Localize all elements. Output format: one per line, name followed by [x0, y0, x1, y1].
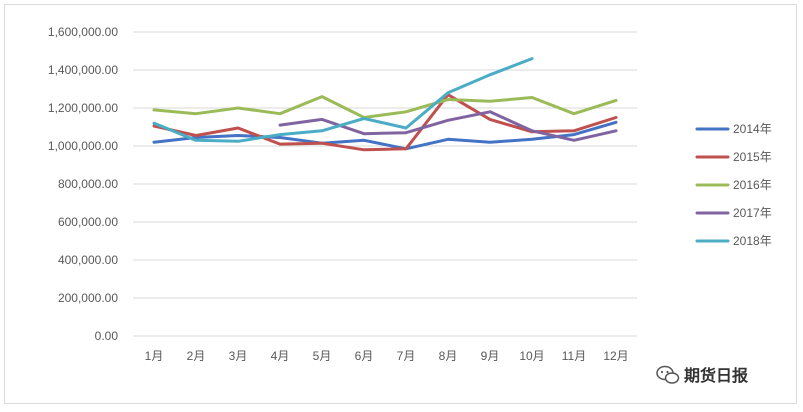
- y-tick-label: 0.00: [95, 329, 119, 343]
- legend: 2014年 2015年 2016年 2017年 2018年: [695, 122, 772, 248]
- x-tick-label: 10月: [519, 349, 544, 363]
- x-axis-ticks: 1月 2月 3月 4月 5月 6月 7月 8月 9月 10月 11月 12月: [145, 349, 629, 363]
- series-line: [278, 110, 618, 142]
- series-line: [152, 57, 534, 143]
- x-tick-label: 7月: [397, 349, 416, 363]
- y-tick-label: 1,400,000.00: [48, 63, 118, 77]
- watermark: 期货日报: [656, 365, 748, 385]
- x-tick-label: 6月: [355, 349, 374, 363]
- series-line: [152, 120, 618, 151]
- x-tick-label: 8月: [439, 349, 458, 363]
- wechat-icon: [656, 365, 680, 384]
- legend-label: 2014年: [733, 122, 772, 136]
- y-tick-label: 600,000.00: [58, 215, 118, 229]
- y-tick-label: 1,200,000.00: [48, 101, 118, 115]
- x-tick-label: 11月: [562, 349, 586, 363]
- x-tick-label: 12月: [603, 349, 628, 363]
- watermark-text: 期货日报: [684, 366, 748, 385]
- series-line: [152, 95, 618, 119]
- x-tick-label: 3月: [229, 349, 248, 363]
- legend-label: 2016年: [733, 178, 772, 192]
- x-tick-label: 5月: [313, 349, 332, 363]
- gridlines: [133, 31, 637, 337]
- legend-label: 2018年: [733, 234, 772, 248]
- y-tick-label: 200,000.00: [58, 291, 118, 305]
- series-lines: [152, 57, 618, 152]
- legend-label: 2015年: [733, 150, 772, 164]
- y-axis-ticks: 0.00 200,000.00 400,000.00 600,000.00 800,00…: [48, 25, 118, 343]
- y-tick-label: 400,000.00: [58, 253, 118, 267]
- y-tick-label: 1,600,000.00: [48, 25, 118, 39]
- y-tick-label: 1,000,000.00: [48, 139, 118, 153]
- y-tick-label: 800,000.00: [58, 177, 118, 191]
- x-tick-label: 2月: [187, 349, 206, 363]
- chart-border: [4, 4, 797, 404]
- x-tick-label: 1月: [145, 349, 164, 363]
- x-tick-label: 4月: [271, 349, 290, 363]
- x-tick-label: 9月: [481, 349, 500, 363]
- legend-label: 2017年: [733, 206, 772, 220]
